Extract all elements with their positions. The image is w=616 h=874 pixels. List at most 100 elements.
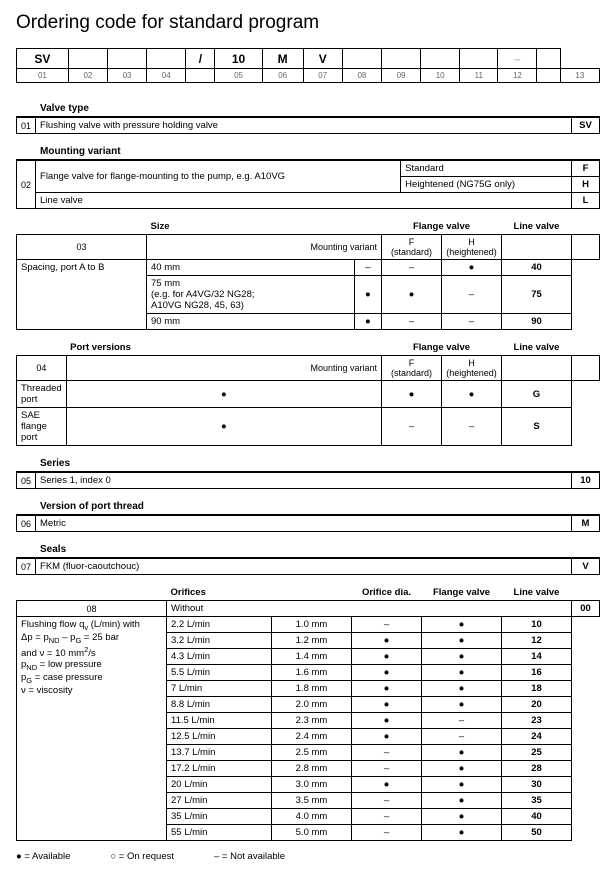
ocode-cell [147, 49, 186, 69]
column-header: Flange valve [422, 585, 502, 601]
avail-cell: ● [352, 777, 422, 793]
avail-cell: ● [352, 729, 422, 745]
avail-cell: ● [422, 681, 502, 697]
cell: 1.4 mm [271, 649, 351, 665]
avail-cell: ● [66, 408, 381, 446]
code-cell: SV [572, 118, 600, 134]
avail-cell: – [352, 761, 422, 777]
row-text: Heightened (NG75G only) [401, 177, 572, 193]
cell: 27 L/min [167, 793, 272, 809]
cell: 75 mm (e.g. for A4VG/32 NG28; A10VG NG28… [147, 276, 355, 314]
cell: 7 L/min [167, 681, 272, 697]
code-cell: 28 [502, 761, 572, 777]
section-index: 04 [17, 356, 67, 381]
code-cell: 16 [502, 665, 572, 681]
column-header: H (heightened) [442, 235, 502, 260]
avail-cell: – [352, 617, 422, 633]
code-cell: 00 [572, 601, 600, 617]
section-index: 02 [17, 161, 36, 209]
avail-cell: – [442, 276, 502, 314]
column-header: Line valve [502, 585, 572, 601]
cell: 2.2 L/min [167, 617, 272, 633]
cell: 12.5 L/min [167, 729, 272, 745]
page-title: Ordering code for standard program [16, 12, 600, 34]
code-cell: 40 [502, 260, 572, 276]
ocode-num: 01 [17, 69, 69, 83]
ocode-num [537, 69, 560, 83]
cell: 5.5 L/min [167, 665, 272, 681]
code-cell: 75 [502, 276, 572, 314]
code-cell: 40 [502, 809, 572, 825]
ocode-cell [108, 49, 147, 69]
avail-cell: ● [354, 276, 381, 314]
avail-cell: – [354, 260, 381, 276]
section-seals: Seals 07 FKM (fluor-caoutchouc) V [16, 542, 600, 575]
ocode-cell: SV [17, 49, 69, 69]
section-size: Size Flange valve Line valve 03 Mounting… [16, 219, 600, 330]
avail-cell: – [442, 314, 502, 330]
ocode-num: 13 [560, 69, 599, 83]
ocode-num [186, 69, 215, 83]
cell: SAE flange port [17, 408, 67, 446]
code-cell: H [572, 177, 600, 193]
avail-cell: ● [422, 617, 502, 633]
cell: 55 L/min [167, 825, 272, 841]
ocode-num: 10 [421, 69, 460, 83]
cell: 1.2 mm [271, 633, 351, 649]
avail-cell: ● [382, 381, 442, 408]
code-cell: 12 [502, 633, 572, 649]
avail-cell: ● [352, 697, 422, 713]
ocode-num: 05 [215, 69, 262, 83]
column-header: Line valve [502, 219, 572, 235]
avail-cell: – [352, 745, 422, 761]
cell: 8.8 L/min [167, 697, 272, 713]
ocode-cell [68, 49, 107, 69]
avail-cell: – [352, 809, 422, 825]
cell: 3.2 L/min [167, 633, 272, 649]
cell: 20 L/min [167, 777, 272, 793]
cell: 13.7 L/min [167, 745, 272, 761]
avail-cell: ● [442, 260, 502, 276]
ocode-num: 04 [147, 69, 186, 83]
section-title: Orifices [167, 585, 272, 601]
column-header: Flange valve [382, 219, 502, 235]
code-cell: 30 [502, 777, 572, 793]
ocode-cell [537, 49, 560, 69]
cell: 11.5 L/min [167, 713, 272, 729]
cell: 2.4 mm [271, 729, 351, 745]
row-text: Flushing valve with pressure holding val… [36, 118, 572, 134]
section-index: 05 [17, 473, 36, 489]
legend: ● = Available ○ = On request – = Not ava… [16, 851, 600, 862]
section-index: 08 [17, 601, 167, 617]
avail-cell: ● [354, 314, 381, 330]
avail-cell: ● [422, 825, 502, 841]
section-mounting-variant: Mounting variant 02 Flange valve for fla… [16, 144, 600, 209]
cell: Threaded port [17, 381, 67, 408]
ocode-num: 09 [381, 69, 420, 83]
section-port-thread: Version of port thread 06 Metric M [16, 499, 600, 532]
section-title: Valve type [16, 101, 600, 117]
cell: 90 mm [147, 314, 355, 330]
cell: 35 L/min [167, 809, 272, 825]
code-cell: 10 [502, 617, 572, 633]
ocode-num: 03 [108, 69, 147, 83]
column-header: H (heightened) [442, 356, 502, 381]
avail-cell: ● [66, 381, 381, 408]
avail-cell: ● [352, 665, 422, 681]
code-cell: 18 [502, 681, 572, 697]
ordering-code-grid: SV/10MV– 01020304050607080910111213 [16, 48, 600, 83]
section-valve-type: Valve type 01 Flushing valve with pressu… [16, 101, 600, 134]
cell: 40 mm [147, 260, 355, 276]
code-cell: 10 [572, 473, 600, 489]
ocode-num: 02 [68, 69, 107, 83]
code-cell: 35 [502, 793, 572, 809]
legend-available: ● = Available [16, 851, 70, 862]
cell: 4.3 L/min [167, 649, 272, 665]
ocode-num: 07 [303, 69, 342, 83]
cell: 1.6 mm [271, 665, 351, 681]
ocode-cell: – [498, 49, 537, 69]
avail-cell: ● [422, 809, 502, 825]
row-text: FKM (fluor-caoutchouc) [36, 559, 572, 575]
avail-cell: ● [422, 665, 502, 681]
cell: 2.5 mm [271, 745, 351, 761]
